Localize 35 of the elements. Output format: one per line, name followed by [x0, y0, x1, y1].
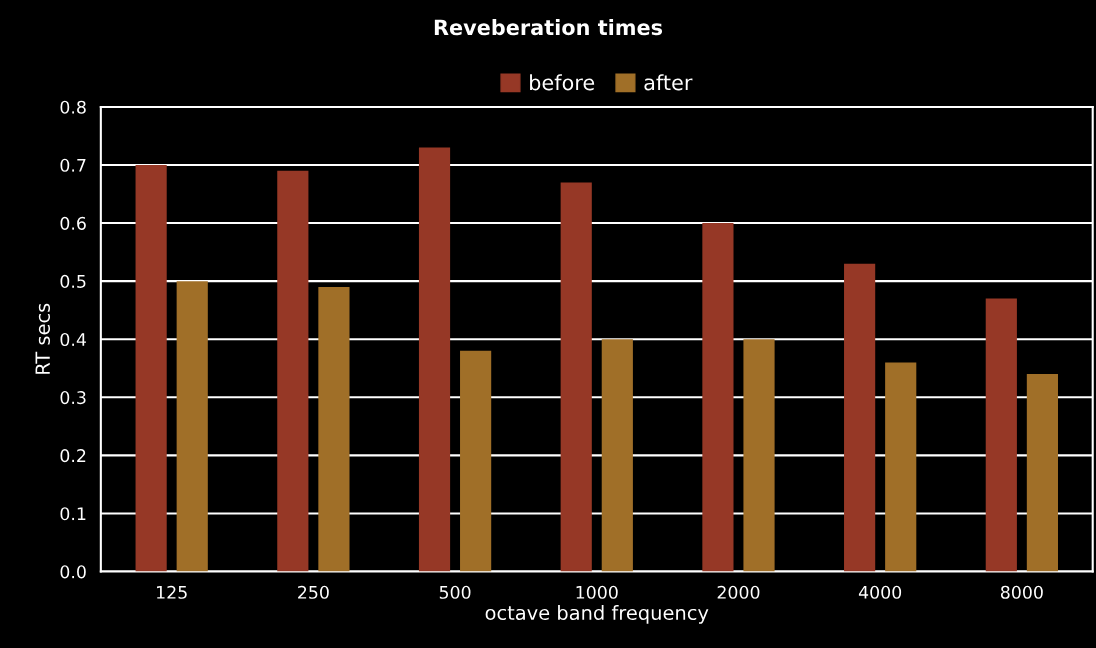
x-axis-title: octave band frequency — [485, 605, 709, 624]
y-tick-label: 0.4 — [60, 332, 86, 347]
y-tick-label: 0.6 — [60, 216, 86, 230]
y-tick-label: 0.2 — [60, 449, 86, 463]
bar — [885, 362, 917, 572]
y-tick-label: 0.3 — [60, 391, 86, 405]
bar — [560, 182, 592, 572]
bar — [743, 339, 775, 572]
y-axis-title: RT secs — [35, 303, 51, 374]
bar — [1026, 374, 1058, 572]
y-tick-label: 0.0 — [60, 565, 86, 579]
legend-label: after — [644, 74, 693, 91]
bar — [176, 281, 208, 572]
x-tick-label: 8000 — [1000, 585, 1043, 599]
x-tick-label: 500 — [439, 585, 471, 599]
bar — [601, 339, 633, 572]
y-tick-label: 0.1 — [60, 507, 86, 521]
bar — [460, 350, 492, 572]
x-tick-label: 2000 — [717, 585, 760, 599]
legend-label: before — [530, 74, 595, 91]
y-tick-label: 0.8 — [60, 100, 86, 114]
bar — [135, 165, 167, 572]
bar — [318, 286, 350, 572]
bar — [844, 263, 876, 572]
bar — [418, 147, 451, 572]
bar — [985, 298, 1017, 572]
x-tick-label: 250 — [298, 585, 329, 599]
bar — [702, 223, 734, 572]
y-tick-label: 0.5 — [60, 274, 86, 288]
chart-title: Reveberation times — [434, 19, 663, 36]
bar — [277, 170, 309, 572]
x-tick-label: 4000 — [858, 585, 902, 599]
x-tick-label: 125 — [157, 585, 187, 599]
y-tick-label: 0.7 — [60, 158, 86, 172]
x-tick-label: 1000 — [576, 585, 618, 599]
